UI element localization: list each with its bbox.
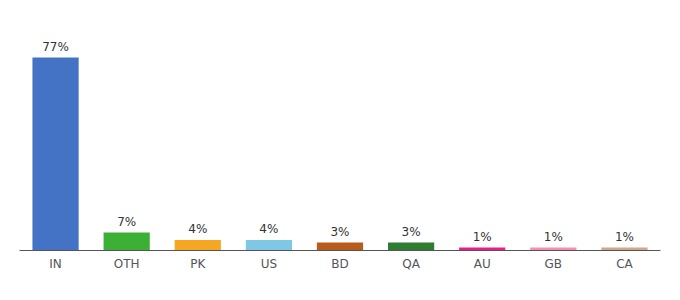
svg-text:OTH: OTH xyxy=(114,257,140,271)
svg-text:IN: IN xyxy=(49,257,62,271)
svg-text:GB: GB xyxy=(545,257,563,271)
svg-text:1%: 1% xyxy=(615,230,634,244)
svg-text:4%: 4% xyxy=(259,222,278,236)
svg-text:4%: 4% xyxy=(188,222,207,236)
svg-text:US: US xyxy=(261,257,277,271)
svg-text:77%: 77% xyxy=(42,40,69,54)
svg-text:BD: BD xyxy=(331,257,348,271)
svg-text:1%: 1% xyxy=(544,230,563,244)
svg-text:PK: PK xyxy=(190,257,206,271)
svg-text:CA: CA xyxy=(616,257,633,271)
svg-text:AU: AU xyxy=(474,257,491,271)
svg-text:3%: 3% xyxy=(402,225,421,239)
svg-text:3%: 3% xyxy=(330,225,349,239)
svg-text:QA: QA xyxy=(402,257,420,271)
svg-text:1%: 1% xyxy=(473,230,492,244)
svg-text:7%: 7% xyxy=(117,215,136,229)
